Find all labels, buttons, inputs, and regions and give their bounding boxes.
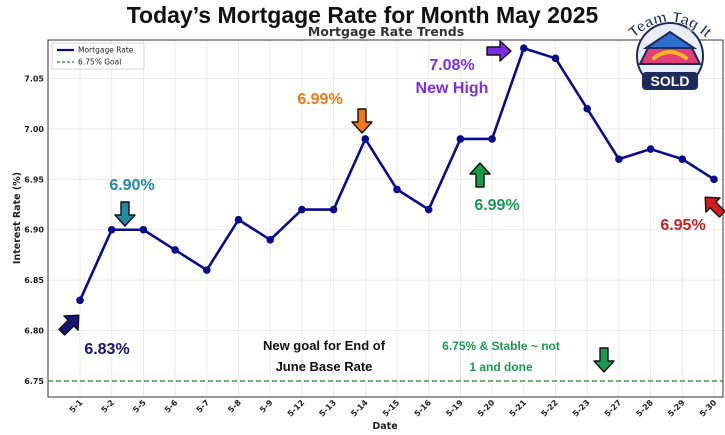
- data-point: [203, 266, 211, 274]
- y-axis-label: Interest Rate (%): [12, 172, 23, 264]
- y-tick-label: 6.90: [24, 226, 44, 235]
- y-tick-label: 7.05: [24, 74, 44, 83]
- x-tick-label: 5-2: [100, 398, 117, 415]
- arrow-down-icon: [593, 347, 615, 373]
- legend-box: [51, 42, 145, 70]
- x-tick-label: 5-19: [444, 398, 465, 419]
- plot-frame: [47, 39, 724, 398]
- data-point: [678, 155, 687, 163]
- arrow-up-icon: [469, 162, 491, 188]
- data-point: [171, 246, 179, 254]
- data-point: [139, 225, 148, 234]
- legend-label-mortgage-rate: Mortgage Rate: [78, 46, 134, 55]
- data-point: [456, 135, 465, 143]
- x-tick-label: 5-29: [666, 398, 687, 419]
- annotation-a3: 6.99%: [297, 91, 342, 108]
- x-tick-label: 5-21: [508, 398, 529, 419]
- y-tick-label: 6.75: [24, 377, 44, 386]
- arrow-right-icon: [486, 40, 512, 62]
- annotation-a1: 6.83%: [84, 341, 129, 358]
- x-tick-label: 5-30: [698, 398, 719, 419]
- annotation-a6: 6.95%: [660, 217, 705, 234]
- x-tick-label: 5-16: [413, 398, 434, 419]
- arrow-down-icon: [351, 108, 373, 134]
- logo-text-bottom: SOLD: [651, 73, 690, 89]
- x-tick-label: 5-9: [258, 398, 275, 415]
- y-tick-label: 6.95: [24, 175, 44, 184]
- data-point: [329, 205, 338, 214]
- x-tick-label: 5-15: [381, 398, 402, 419]
- annotation-a7: New goal for End of June Base Rate: [263, 338, 386, 374]
- data-point: [615, 155, 623, 163]
- series-layer: [76, 44, 718, 305]
- x-tick-label: 5-5: [131, 398, 148, 415]
- data-point: [361, 135, 370, 143]
- x-tick-label: 5-13: [317, 398, 338, 419]
- team-tag-it-sold-logo: Team Tag It SOLD: [625, 9, 715, 90]
- data-point: [266, 236, 275, 244]
- data-point: [76, 296, 84, 305]
- x-axis-label: Date: [372, 421, 397, 432]
- x-tick-label: 5-12: [286, 398, 307, 419]
- data-point: [424, 205, 433, 214]
- x-tick-label: 5-27: [603, 398, 624, 419]
- arrow-up-right-icon: [58, 314, 80, 336]
- data-point: [646, 145, 655, 153]
- x-tick-label: 5-23: [571, 398, 592, 419]
- data-point: [298, 205, 306, 214]
- chart-subtitle: Mortgage Rate Trends: [308, 24, 464, 39]
- data-point: [710, 175, 718, 184]
- x-tick-label: 5-1: [68, 398, 85, 415]
- x-tick-label: 5-6: [163, 398, 180, 415]
- arrows: [58, 40, 725, 373]
- x-tick-label: 5-7: [195, 398, 212, 415]
- y-tick-label: 6.80: [24, 327, 44, 336]
- data-point: [520, 44, 528, 53]
- x-tick-label: 5-20: [476, 398, 497, 419]
- annotations: 6.83% 6.90% 6.99% 7.08% New High 6.99% 6.95% Ne…: [84, 57, 705, 374]
- axes: [47, 39, 724, 398]
- data-point: [551, 54, 560, 63]
- legend-label-goal: 6.75% Goal: [78, 58, 121, 67]
- data-point: [488, 135, 496, 143]
- data-point: [393, 185, 401, 194]
- x-tick-label: 5-8: [226, 398, 243, 415]
- x-tick-label: 5-14: [349, 398, 370, 419]
- annotation-a2: 6.90%: [109, 177, 154, 194]
- data-point: [234, 215, 243, 224]
- page-title: Today’s Mortgage Rate for Month May 2025: [126, 2, 599, 28]
- arrow-up-left-icon: [704, 196, 725, 218]
- annotation-a8: 6.75% & Stable ~ not 1 and done: [442, 339, 560, 374]
- y-tick-label: 6.85: [24, 276, 44, 285]
- annotation-a4: 7.08% New High: [416, 57, 489, 97]
- arrow-down-icon: [114, 201, 136, 227]
- data-point: [583, 104, 591, 113]
- x-tick-label: 5-22: [539, 398, 560, 419]
- y-tick-label: 7.00: [24, 125, 44, 134]
- x-tick-label: 5-28: [634, 398, 655, 419]
- annotation-a5: 6.99%: [474, 197, 519, 214]
- data-point: [107, 225, 116, 234]
- legend: Mortgage Rate 6.75% Goal: [51, 42, 145, 70]
